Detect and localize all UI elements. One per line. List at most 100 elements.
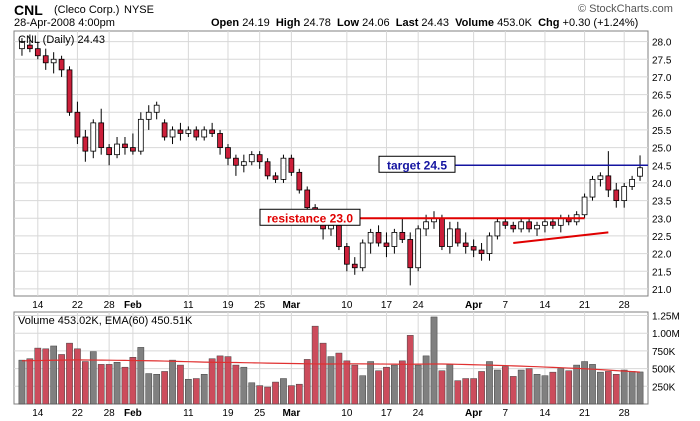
candle-body <box>82 136 89 152</box>
price-y-tick-label: 24.0 <box>652 179 672 190</box>
volume-label: Volume <box>455 17 494 29</box>
price-y-tick-label: 25.5 <box>652 126 672 137</box>
high-value: 24.78 <box>303 17 331 29</box>
candle-body <box>90 122 97 152</box>
low-value: 24.06 <box>362 17 390 29</box>
volume-bar <box>343 360 351 405</box>
candle-body <box>34 48 41 57</box>
candle-body <box>74 111 81 138</box>
candle-body <box>304 189 311 209</box>
volume-x-tick-label: 28 <box>619 408 631 419</box>
candle-body <box>359 242 366 269</box>
candles <box>19 34 643 286</box>
volume-bar <box>58 354 65 405</box>
volume-x-tick-label: Apr <box>465 408 482 419</box>
resistance-label-box <box>259 208 361 226</box>
price-x-tick-label: 17 <box>381 300 393 311</box>
price-x-tick-label: 10 <box>341 300 353 311</box>
candle-body <box>439 217 445 247</box>
candle-body <box>177 129 184 134</box>
candle-body <box>605 175 612 191</box>
target-label: target 24.5 <box>387 158 447 172</box>
volume-bar <box>557 368 565 405</box>
candle-body <box>66 69 73 113</box>
volume-bar <box>311 325 319 405</box>
volume-y-axis: 250K 500K 750K 1.00M 1.25M <box>652 312 680 394</box>
candle-body <box>454 228 461 244</box>
volume-x-tick-label: Mar <box>282 408 300 419</box>
candle-body <box>240 161 247 166</box>
candle-body <box>542 221 548 226</box>
volume-y-tick-label: 250K <box>652 382 676 393</box>
candle-body <box>264 161 271 177</box>
volume-x-tick-label: 22 <box>72 408 84 419</box>
candle-body <box>50 58 57 64</box>
candle-body <box>217 133 223 148</box>
price-x-tick-label: 19 <box>222 300 234 311</box>
candle-body <box>415 228 422 269</box>
volume-bar <box>240 366 248 405</box>
volume-bar <box>573 364 580 405</box>
candle-body <box>621 186 628 201</box>
volume-x-tick-label: 14 <box>539 408 551 419</box>
candle-body <box>272 175 279 180</box>
price-x-tick-label: 14 <box>539 300 551 311</box>
volume-x-tick-label: Feb <box>124 408 142 419</box>
candle-body <box>248 154 255 163</box>
volume-bar <box>248 382 256 405</box>
annotations: resistance 23.0 target 24.5 <box>259 155 648 244</box>
volume-bar <box>224 356 232 405</box>
price-x-tick-label: 7 <box>503 300 509 311</box>
volume-x-tick-label: 25 <box>254 408 266 419</box>
price-y-tick-label: 26.0 <box>652 108 672 119</box>
volume-bar <box>422 355 430 405</box>
volume-bar <box>486 361 493 405</box>
candle-body <box>613 189 620 202</box>
price-x-axis: 14 22 28 Feb 11 19 25 Mar 10 17 24 Apr 7 14 21 28 <box>32 300 630 311</box>
candle-body <box>447 228 453 247</box>
volume-bar <box>105 364 113 405</box>
volume-bar <box>549 371 557 405</box>
volume-bar <box>66 342 73 405</box>
price-y-tick-label: 25.0 <box>652 144 672 155</box>
header-company-name: (Cleco Corp.) <box>54 4 120 16</box>
volume-bar <box>34 347 42 405</box>
volume-bar <box>414 364 422 405</box>
volume-bar <box>208 358 216 405</box>
volume-y-tick-label: 500K <box>652 365 676 376</box>
volume-bar <box>597 371 604 405</box>
volume-bar <box>565 370 573 405</box>
high-label: High <box>275 17 301 29</box>
volume-bar <box>462 378 470 405</box>
candle-body <box>122 143 128 148</box>
volume-bar <box>509 376 517 405</box>
candle-body <box>629 178 635 187</box>
price-x-tick-label: 22 <box>72 300 84 311</box>
candle-body <box>225 147 231 159</box>
volume-bar <box>303 359 311 405</box>
header-stats: Open 24.19 High 24.78 Low 24.06 Last 24.… <box>211 17 638 29</box>
volume-bar <box>398 360 406 405</box>
price-x-tick-label: 24 <box>413 300 425 311</box>
candle-body <box>526 221 532 230</box>
candle-body <box>391 231 398 247</box>
candle-body <box>367 231 374 244</box>
volume-bar <box>327 356 335 405</box>
candle-body <box>486 235 493 255</box>
candle-body <box>557 217 564 226</box>
ema-line <box>21 359 641 373</box>
volume-bar <box>589 364 596 405</box>
open-label: Open <box>211 17 240 29</box>
chg-value: +0.30 (+1.24%) <box>562 17 639 29</box>
volume-bar <box>383 366 390 405</box>
watermark: © StockCharts.com <box>578 3 673 15</box>
header-exchange: NYSE <box>124 4 154 16</box>
volume-bar <box>288 385 295 405</box>
candle-body <box>98 122 105 149</box>
candle-body <box>153 104 160 113</box>
volume-bar <box>145 373 153 405</box>
candle-body <box>343 246 350 265</box>
open-value: 24.19 <box>242 17 270 29</box>
candle-body <box>328 224 334 230</box>
